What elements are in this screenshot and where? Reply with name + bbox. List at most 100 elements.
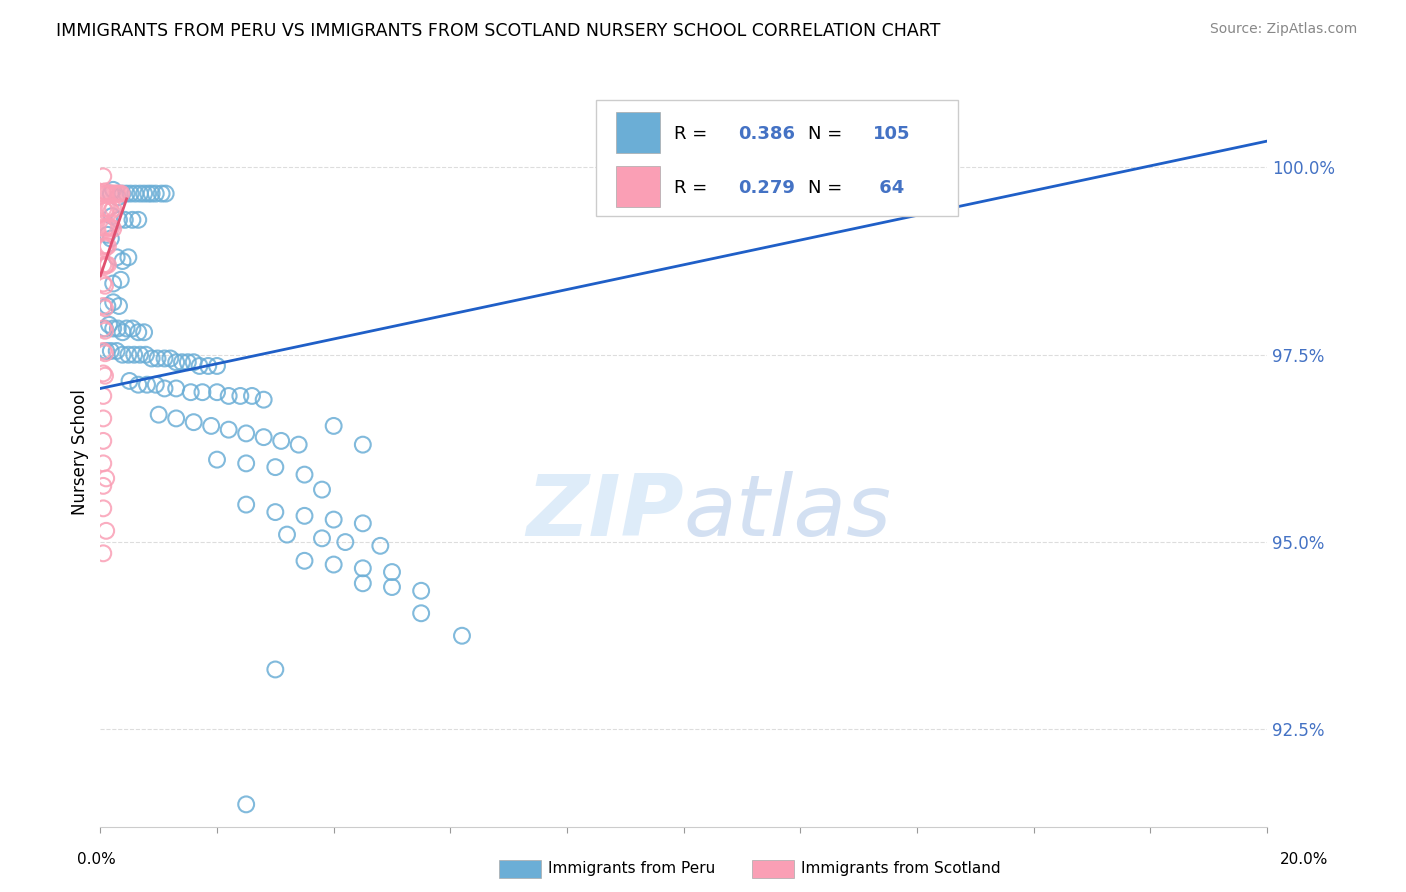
Point	[105, 343, 128, 358]
Point	[100, 203, 122, 218]
Point	[97, 220, 120, 235]
Point	[103, 277, 125, 291]
Point	[294, 554, 316, 568]
Point	[91, 277, 114, 291]
Point	[368, 539, 391, 553]
Point	[100, 186, 122, 201]
Point	[91, 202, 114, 216]
Point	[124, 186, 146, 201]
Point	[94, 278, 117, 293]
Text: ZIP: ZIP	[526, 471, 683, 554]
Point	[94, 346, 117, 360]
Point	[235, 498, 257, 512]
Point	[352, 576, 374, 591]
Point	[115, 321, 138, 335]
Point	[381, 580, 404, 594]
Text: 20.0%: 20.0%	[1281, 852, 1329, 867]
Point	[108, 186, 131, 201]
Point	[322, 512, 344, 526]
Point	[91, 479, 114, 493]
Point	[91, 434, 114, 448]
Point	[91, 186, 114, 201]
Point	[96, 227, 118, 242]
Text: 64: 64	[873, 179, 904, 197]
Point	[96, 299, 118, 313]
Point	[159, 351, 181, 366]
Point	[183, 415, 205, 429]
Text: R =: R =	[675, 179, 713, 197]
Point	[100, 343, 122, 358]
FancyBboxPatch shape	[616, 166, 661, 207]
Point	[94, 260, 117, 274]
Point	[129, 186, 152, 201]
Text: N =: N =	[808, 125, 848, 143]
Point	[294, 508, 316, 523]
Point	[132, 186, 155, 201]
Point	[103, 186, 125, 201]
Point	[98, 186, 121, 201]
Point	[110, 186, 132, 201]
Text: 0.0%: 0.0%	[77, 852, 117, 867]
Point	[115, 186, 138, 201]
Text: 0.279: 0.279	[738, 179, 796, 197]
Y-axis label: Nursery School: Nursery School	[72, 389, 89, 515]
Point	[352, 561, 374, 575]
Point	[98, 318, 121, 332]
Point	[103, 321, 125, 335]
Point	[200, 418, 222, 433]
Point	[170, 355, 193, 369]
Point	[111, 348, 134, 362]
Point	[100, 220, 122, 235]
Point	[103, 222, 125, 236]
Point	[91, 258, 114, 272]
Point	[218, 389, 240, 403]
Point	[94, 203, 117, 218]
FancyBboxPatch shape	[596, 100, 957, 216]
Point	[97, 186, 120, 201]
Point	[197, 359, 219, 373]
Point	[165, 411, 187, 425]
Point	[114, 212, 136, 227]
Text: 105: 105	[873, 125, 910, 143]
Point	[141, 186, 163, 201]
Point	[91, 169, 114, 184]
Point	[105, 250, 128, 264]
Point	[205, 385, 228, 400]
Point	[451, 629, 474, 643]
Point	[96, 343, 118, 358]
Point	[352, 516, 374, 531]
Point	[110, 273, 132, 287]
Point	[155, 186, 177, 201]
Point	[146, 351, 169, 366]
Text: Immigrants from Scotland: Immigrants from Scotland	[801, 862, 1001, 876]
Point	[311, 532, 333, 546]
Point	[136, 377, 159, 392]
Point	[104, 186, 127, 201]
Point	[107, 321, 129, 335]
Point	[111, 254, 134, 268]
Point	[91, 546, 114, 560]
Point	[165, 355, 187, 369]
Text: R =: R =	[675, 125, 713, 143]
Point	[136, 186, 159, 201]
Point	[103, 202, 125, 216]
Point	[240, 389, 263, 403]
Point	[100, 231, 122, 245]
Point	[94, 241, 117, 255]
Point	[129, 348, 152, 362]
Point	[270, 434, 292, 448]
Text: Source: ZipAtlas.com: Source: ZipAtlas.com	[1209, 22, 1357, 37]
Point	[218, 423, 240, 437]
Point	[145, 186, 167, 201]
Point	[118, 374, 141, 388]
Point	[117, 348, 139, 362]
Point	[96, 202, 118, 216]
Point	[145, 377, 167, 392]
Point	[94, 185, 117, 199]
Point	[91, 321, 114, 335]
Point	[352, 437, 374, 451]
Point	[96, 471, 118, 485]
Point	[276, 527, 298, 541]
Point	[91, 501, 114, 516]
Point	[322, 558, 344, 572]
